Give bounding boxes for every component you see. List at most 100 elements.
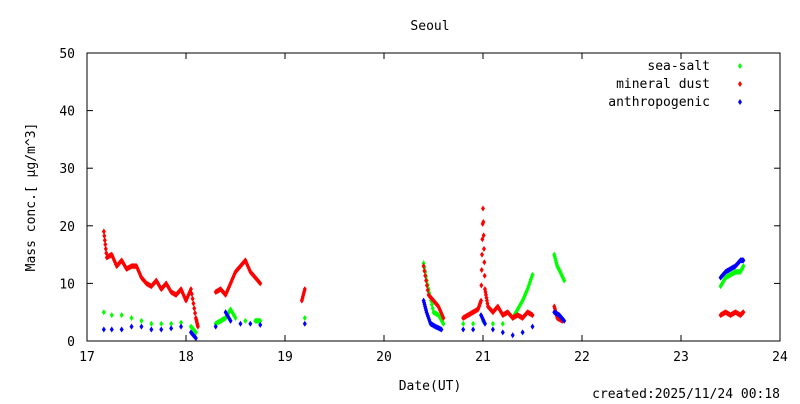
y-tick-label: 50 [59,47,75,62]
data-point [129,314,134,321]
legend-marker [738,81,742,87]
data-point [302,320,307,327]
y-tick-label: 20 [59,220,75,235]
data-point-fill [479,282,484,289]
plot-frame [86,52,781,342]
data-point-fill [423,272,428,279]
data-point [169,325,174,332]
data-point [520,329,525,336]
data-point [441,314,446,321]
data-point [471,320,476,327]
data-point [741,257,746,264]
data-point [109,326,114,333]
legend-label: mineral dust [616,77,710,92]
data-point [481,205,485,212]
data-point [129,323,134,330]
data-point [101,228,106,235]
data-point-fill [479,266,484,273]
x-tick-label: 20 [376,350,392,365]
data-point [159,320,164,327]
x-tick-label: 23 [673,350,689,365]
data-point [490,326,495,333]
data-point-fill [102,237,107,244]
data-point [149,320,154,327]
data-point [530,312,535,319]
data-point-fill [425,287,430,294]
data-point [119,326,124,333]
data-point-fill [190,295,195,302]
data-point [510,332,515,339]
x-tick-label: 22 [574,350,590,365]
data-point [258,280,263,287]
y-tick-label: 40 [59,105,75,120]
data-points [101,205,746,342]
data-point-fill [481,218,486,225]
data-point-fill [193,310,198,317]
data-point [741,263,746,270]
data-point [159,326,164,333]
data-point [228,317,233,324]
created-timestamp: created:2025/11/24 00:18 [592,387,780,400]
data-point-fill [481,245,486,252]
data-point-fill [192,305,197,312]
data-point [302,286,307,293]
data-point [530,271,535,278]
data-point [562,317,567,324]
data-point [479,297,484,304]
data-point-fill [424,277,429,284]
data-point [169,320,174,327]
data-point-fill [422,267,427,274]
data-point [238,320,243,327]
x-tick-label: 24 [772,350,788,365]
data-point [471,326,476,333]
x-tick-label: 21 [475,350,491,365]
data-point [248,320,253,327]
data-point [302,314,307,321]
data-point [119,312,124,319]
data-point-fill [191,300,196,307]
data-point [101,309,106,316]
data-point [243,317,248,324]
data-point [139,323,144,330]
data-point [500,320,505,327]
data-point-fill [424,282,429,289]
data-point [101,326,106,333]
data-point-fill [103,241,108,248]
data-point-fill [480,251,485,258]
data-point [500,329,505,336]
data-point [193,329,198,336]
data-point [258,321,263,328]
x-tick-label: 17 [79,350,95,365]
legend-label: sea-salt [647,59,710,74]
data-point [139,317,144,324]
data-point [421,263,426,270]
data-point-fill [482,272,487,279]
data-point-fill [189,290,194,297]
legend: sea-salt mineral dust anthropogenic [608,59,742,110]
data-point [461,326,466,333]
y-axis-label: Mass conc.[ μg/m^3] [24,123,39,272]
data-point [193,335,198,342]
data-point [530,323,535,330]
data-point [233,314,238,321]
x-tick-label: 18 [178,350,194,365]
x-axis-label: Date(UT) [399,379,462,394]
y-tick-label: 10 [59,277,75,292]
data-point-fill [482,259,487,266]
data-point [461,320,466,327]
data-point [741,309,746,316]
data-point [562,277,567,284]
data-point [213,323,218,330]
data-point [439,326,444,333]
chart-title: Seoul [410,19,449,34]
legend-marker [738,63,742,69]
axis-ticks: 17 18 19 20 21 22 23 24 0 10 20 30 40 50 [59,47,788,365]
data-point-fill [103,245,108,252]
data-point [482,320,487,327]
data-point-fill [481,232,486,239]
data-point [441,320,446,327]
data-point [258,317,263,324]
data-point-fill [102,232,107,239]
data-point [179,319,184,326]
